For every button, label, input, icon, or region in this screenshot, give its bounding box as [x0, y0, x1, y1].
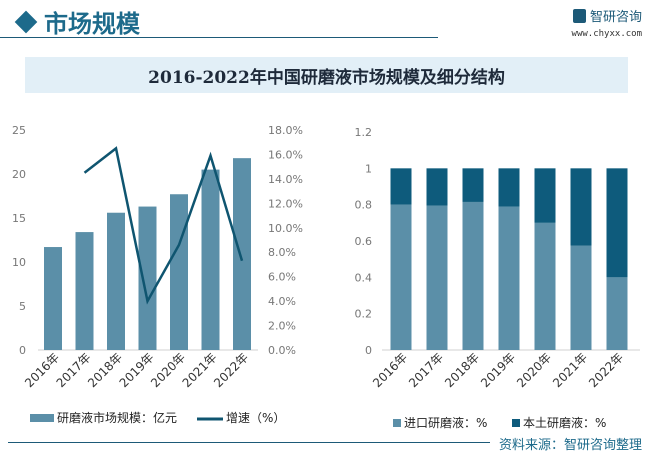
x-tick-label: 2017年 [406, 350, 446, 390]
legend-label: 进口研磨液：% [404, 415, 487, 430]
bar [44, 247, 62, 350]
y-tick-label: 0.4 [355, 271, 373, 284]
bar-domestic [534, 168, 556, 223]
y-tick-label: 10 [12, 256, 26, 269]
bar-domestic [570, 168, 592, 246]
x-tick-label: 2020年 [514, 350, 554, 390]
y-tick-label: 0.6 [355, 235, 373, 248]
bar-domestic [462, 168, 484, 202]
y-tick-label: 15 [12, 212, 26, 225]
growth-line [83, 146, 244, 305]
y-tick-label: 0 [19, 344, 26, 357]
brand: 智研咨询 www.chyxx.com [572, 6, 642, 39]
bar [138, 206, 157, 350]
bar-import [462, 201, 484, 350]
y-tick-label: 1 [365, 162, 372, 175]
legend-swatch-bar [30, 414, 54, 422]
y-tick-label: 25 [12, 124, 26, 137]
bar [233, 158, 251, 350]
legend-label: 本土研磨液：% [523, 415, 606, 430]
x-tick-label: 2022年 [211, 350, 251, 390]
chart-title: 2016-2022年中国研磨液市场规模及细分结构 [148, 67, 505, 88]
y2-tick-label: 10.0% [268, 222, 303, 235]
x-tick-label: 2018年 [85, 350, 125, 390]
bar-domestic [498, 168, 520, 207]
brand-name: 智研咨询 [589, 10, 642, 25]
logo-icon [572, 8, 586, 23]
legend-label: 研磨液市场规模：亿元 [57, 410, 177, 425]
title-bar: 2016-2022年中国研磨液市场规模及细分结构 [25, 57, 628, 93]
bar [201, 169, 220, 350]
y2-tick-label: 2.0% [268, 320, 296, 333]
bar [107, 212, 125, 350]
y2-tick-label: 12.0% [268, 197, 303, 210]
y2-tick-label: 4.0% [268, 295, 296, 308]
bar-import [606, 277, 628, 350]
bar-import [426, 205, 448, 350]
y2-tick-label: 0.0% [268, 344, 296, 357]
bar [170, 194, 188, 350]
brand-url: www.chyxx.com [571, 29, 642, 39]
bar [75, 232, 94, 350]
x-tick-label: 2019年 [117, 350, 157, 390]
y-tick-label: 0 [365, 344, 372, 357]
x-tick-label: 2017年 [54, 350, 94, 390]
y-tick-label: 0.2 [355, 308, 373, 321]
footer-divider [8, 442, 490, 443]
x-tick-label: 2018年 [442, 350, 482, 390]
legend-swatch-domestic [512, 419, 520, 427]
bar-domestic [606, 168, 628, 278]
x-tick-label: 2020年 [148, 350, 188, 390]
x-tick-label: 2016年 [22, 350, 62, 390]
source-note: 资料来源：智研咨询整理 [498, 438, 642, 451]
y2-tick-label: 6.0% [268, 271, 296, 284]
x-tick-label: 2019年 [478, 350, 518, 390]
bar-domestic [426, 168, 448, 206]
y2-tick-label: 18.0% [268, 124, 303, 137]
x-tick-label: 2021年 [180, 350, 220, 390]
y-tick-label: 1.2 [355, 126, 373, 139]
x-tick-label: 2022年 [586, 350, 626, 390]
section-header: 市场规模 [14, 4, 140, 39]
bar-import [498, 206, 520, 350]
bar-import [570, 245, 592, 350]
header-divider [0, 37, 438, 38]
y2-tick-label: 14.0% [268, 173, 303, 186]
section-title: 市场规模 [44, 9, 140, 38]
y-tick-label: 5 [19, 300, 26, 313]
y-tick-label: 0.8 [355, 199, 373, 212]
y2-tick-label: 8.0% [268, 246, 296, 259]
legend-label: 增速（%） [226, 411, 285, 425]
x-tick-label: 2021年 [550, 350, 590, 390]
y2-tick-label: 16.0% [268, 148, 303, 161]
bar-import [390, 204, 412, 350]
x-tick-label: 2016年 [370, 350, 410, 390]
bar-import [534, 222, 556, 350]
legend-swatch-import [393, 419, 401, 427]
bar-domestic [390, 168, 412, 205]
y-tick-label: 20 [12, 168, 26, 181]
